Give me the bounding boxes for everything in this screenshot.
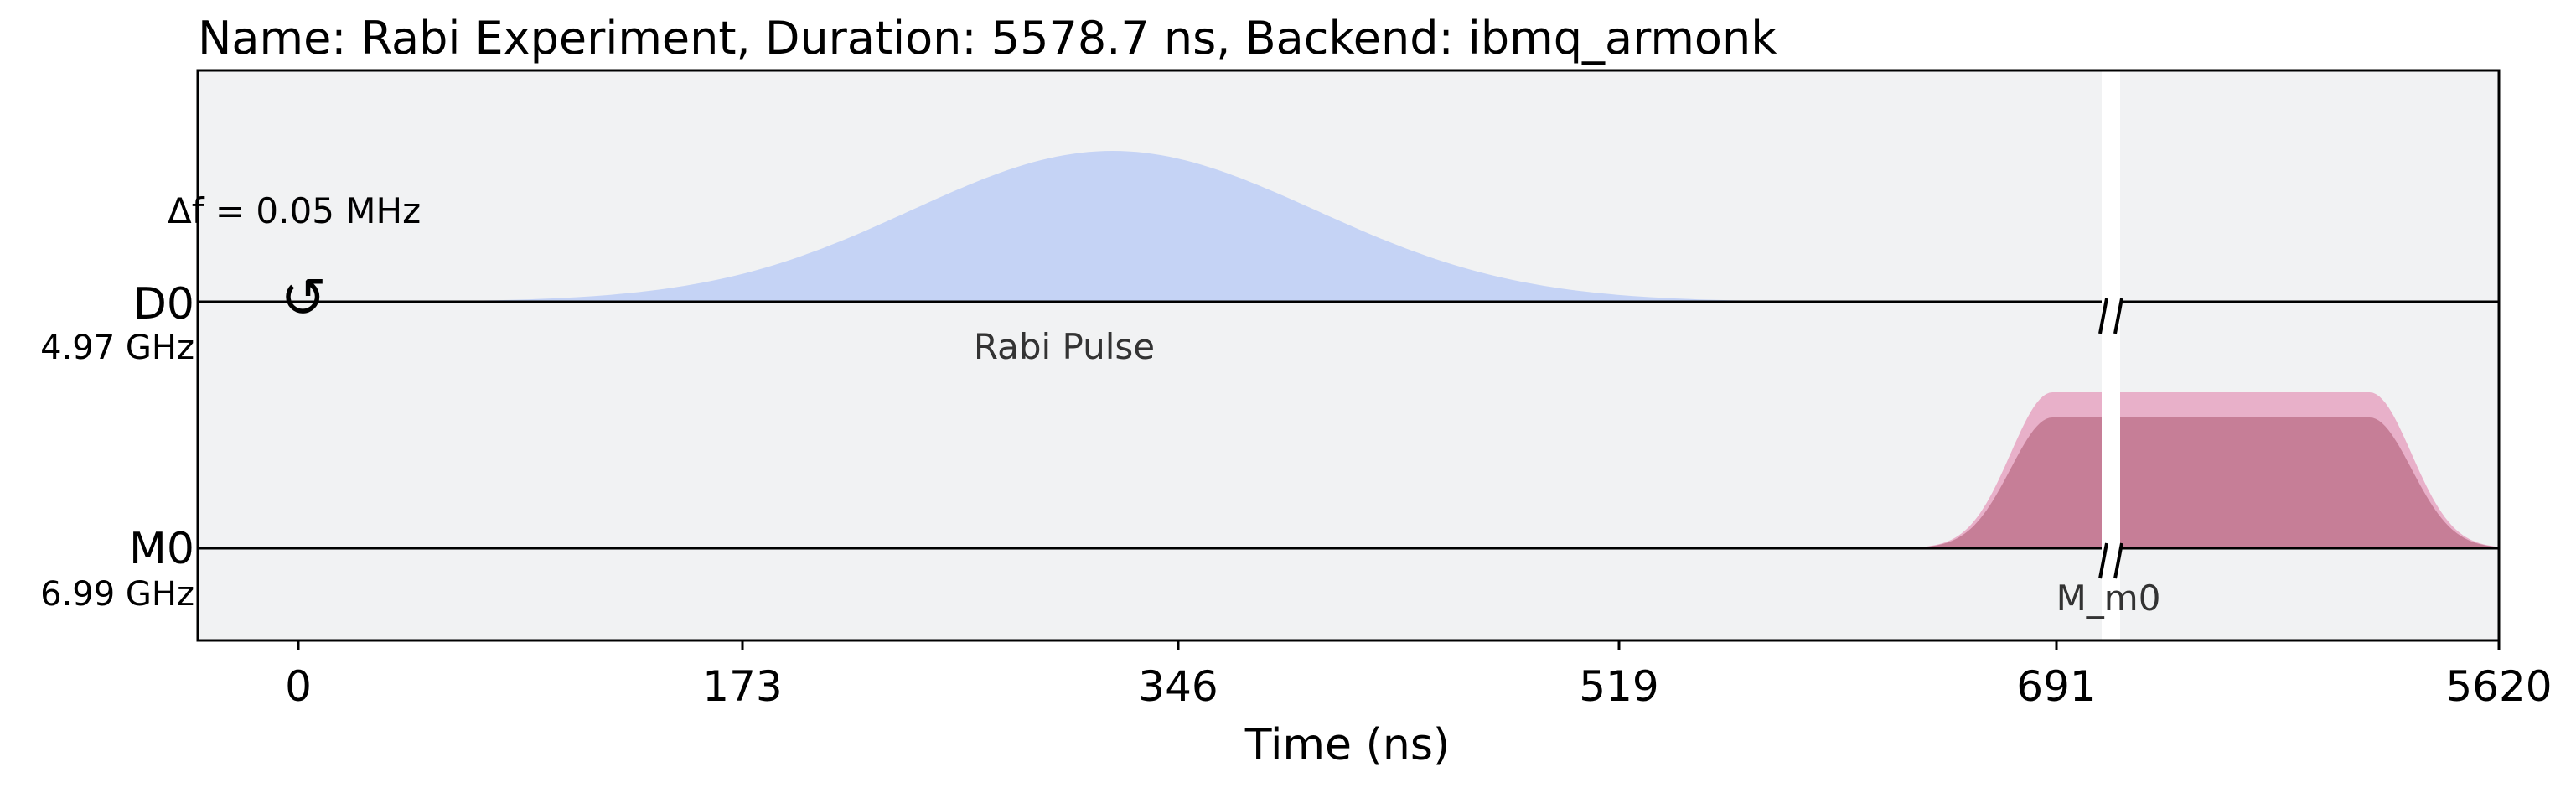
x-tick-label-173: 173: [702, 662, 782, 711]
plot-frame: [196, 69, 2501, 642]
plot-area: [198, 70, 2499, 640]
x-tick-label-0: 0: [285, 662, 312, 711]
rabi-pulse-waveform: [298, 151, 1927, 302]
x-tick-label-519: 519: [1579, 662, 1658, 711]
axis-break-mark-m0: [2098, 542, 2123, 579]
x-tick-label-691: 691: [2016, 662, 2096, 711]
pulse-label-m-m0: M_m0: [2056, 578, 2161, 619]
frame-change-icon: ↺: [280, 266, 326, 330]
pulse-label-rabi: Rabi Pulse: [974, 326, 1155, 367]
x-tick-label-5620: 5620: [2445, 662, 2552, 711]
axis-break-mark-d0: [2098, 298, 2123, 334]
x-axis-ticks: 0 173 346 519 691 5620: [285, 640, 2553, 711]
x-tick-label-346: 346: [1138, 662, 1218, 711]
channel-label-d0: D0: [133, 279, 194, 329]
frame-change-label: Δf = 0.05 MHz: [168, 190, 421, 231]
x-axis-label: Time (ns): [1244, 720, 1450, 770]
channel-label-m0: M0: [129, 524, 194, 574]
axis-break-gap: [2102, 60, 2120, 647]
channel-frequency-m0: 6.99 GHz: [40, 575, 194, 614]
channel-frequency-d0: 4.97 GHz: [40, 329, 194, 367]
pulse-layer: [298, 151, 2496, 548]
chart-title: Name: Rabi Experiment, Duration: 5578.7 …: [198, 12, 1777, 65]
measure-pulse-inner: [1927, 417, 2496, 548]
